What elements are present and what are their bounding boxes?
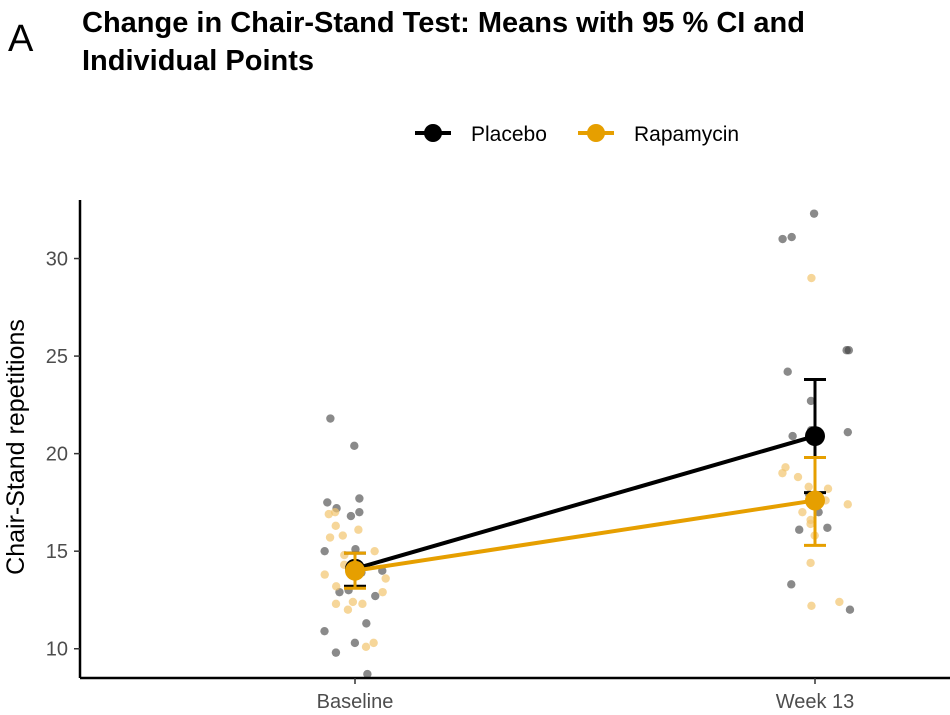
data-point-rapamycin: [338, 531, 347, 540]
data-point-placebo: [787, 232, 796, 242]
mean-lines: [344, 377, 826, 590]
data-point-placebo: [326, 414, 335, 423]
mean-marker-placebo: [805, 426, 825, 447]
data-point-rapamycin: [807, 273, 816, 283]
legend-marker-placebo: [424, 124, 442, 142]
data-point-placebo: [787, 580, 796, 589]
data-point-placebo: [823, 523, 832, 532]
data-point-placebo: [350, 441, 359, 451]
y-axis-title: Chair-Stand repetitions: [2, 319, 30, 575]
x-tick-label: Week 13: [776, 691, 855, 713]
legend-label-placebo: Placebo: [471, 123, 547, 146]
data-point-placebo: [355, 507, 364, 517]
individual-points: [320, 209, 855, 679]
data-point-rapamycin: [378, 587, 387, 597]
mean-line-rapamycin: [354, 498, 816, 573]
data-point-placebo: [371, 591, 380, 601]
y-tick-label: 25: [46, 346, 68, 368]
y-tick-label: 10: [46, 639, 68, 661]
data-point-rapamycin: [798, 507, 807, 517]
data-point-placebo: [795, 525, 804, 534]
mean-marker-rapamycin: [805, 490, 825, 511]
axes: 10 15 20 25 30 Baseline Week 13: [46, 200, 950, 713]
y-tick-label: 30: [46, 249, 68, 271]
y-tick-label: 15: [46, 541, 68, 563]
data-point-placebo: [806, 396, 816, 406]
legend-marker-rapamycin: [587, 124, 605, 142]
data-point-placebo: [362, 619, 371, 628]
data-point-rapamycin: [361, 642, 371, 651]
data-point-rapamycin: [843, 500, 852, 509]
data-point-rapamycin: [823, 484, 833, 493]
data-point-rapamycin: [807, 601, 816, 611]
data-point-rapamycin: [806, 558, 815, 568]
chart-title: Change in Chair-Stand Test: Means with 9…: [82, 7, 805, 77]
data-point-placebo: [788, 431, 797, 441]
data-point-placebo: [844, 346, 854, 355]
data-point-placebo: [320, 546, 329, 556]
data-point-rapamycin: [330, 507, 340, 517]
data-point-rapamycin: [806, 515, 815, 525]
data-point-rapamycin: [835, 597, 844, 607]
data-point-placebo: [350, 638, 360, 648]
data-point-rapamycin: [331, 582, 341, 591]
data-point-rapamycin: [793, 472, 803, 482]
data-point-placebo: [845, 605, 855, 614]
data-point-placebo: [346, 511, 356, 521]
data-point-placebo: [355, 494, 364, 503]
data-point-rapamycin: [804, 482, 813, 491]
data-point-placebo: [363, 669, 372, 679]
data-point-rapamycin: [369, 638, 378, 648]
data-point-placebo: [809, 209, 819, 218]
data-point-rapamycin: [358, 599, 367, 609]
data-point-placebo: [320, 626, 329, 636]
data-point-placebo: [351, 545, 360, 554]
data-point-rapamycin: [331, 521, 340, 531]
x-tick-label: Baseline: [317, 691, 394, 713]
data-point-placebo: [778, 234, 787, 244]
data-point-placebo: [783, 367, 792, 376]
mean-marker-rapamycin: [345, 560, 365, 581]
legend: Placebo Rapamycin: [415, 123, 739, 146]
data-point-rapamycin: [324, 509, 333, 519]
data-point-rapamycin: [331, 599, 341, 609]
mean-line-placebo: [354, 434, 816, 571]
data-point-placebo: [331, 648, 341, 657]
data-point-rapamycin: [354, 525, 363, 534]
data-point-rapamycin: [381, 574, 390, 583]
data-point-rapamycin: [343, 605, 353, 614]
panel-label: A: [8, 18, 34, 60]
data-point-placebo: [843, 427, 853, 437]
y-tick-label: 20: [46, 444, 68, 466]
data-point-rapamycin: [348, 597, 358, 607]
data-point-placebo: [323, 498, 332, 507]
data-point-rapamycin: [320, 570, 329, 579]
data-point-rapamycin: [370, 546, 379, 556]
legend-label-rapamycin: Rapamycin: [634, 123, 739, 146]
data-point-rapamycin: [325, 533, 335, 542]
data-point-rapamycin: [778, 468, 787, 478]
